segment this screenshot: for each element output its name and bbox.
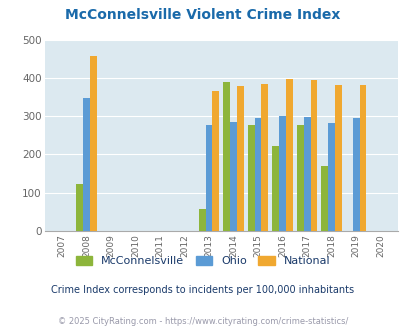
Text: © 2025 CityRating.com - https://www.cityrating.com/crime-statistics/: © 2025 CityRating.com - https://www.city…	[58, 317, 347, 326]
Bar	[272, 146, 279, 231]
Bar	[352, 118, 359, 231]
Bar	[254, 118, 261, 231]
Bar	[198, 209, 205, 231]
Bar	[286, 79, 292, 231]
Text: Crime Index corresponds to incidents per 100,000 inhabitants: Crime Index corresponds to incidents per…	[51, 285, 354, 295]
Bar	[296, 125, 303, 231]
Bar	[205, 125, 212, 231]
Bar	[321, 166, 327, 231]
Bar	[279, 116, 285, 231]
Bar	[303, 117, 310, 231]
Bar	[261, 84, 268, 231]
Bar	[212, 91, 219, 231]
Bar	[334, 85, 341, 231]
Bar	[223, 82, 230, 231]
Bar	[76, 184, 83, 231]
Bar	[90, 56, 96, 231]
Bar	[359, 85, 366, 231]
Bar	[237, 86, 243, 231]
Bar	[230, 121, 237, 231]
Bar	[83, 98, 90, 231]
Bar	[310, 80, 317, 231]
Legend: McConnelsville, Ohio, National: McConnelsville, Ohio, National	[71, 251, 334, 271]
Bar	[247, 125, 254, 231]
Text: McConnelsville Violent Crime Index: McConnelsville Violent Crime Index	[65, 8, 340, 22]
Bar	[327, 123, 334, 231]
